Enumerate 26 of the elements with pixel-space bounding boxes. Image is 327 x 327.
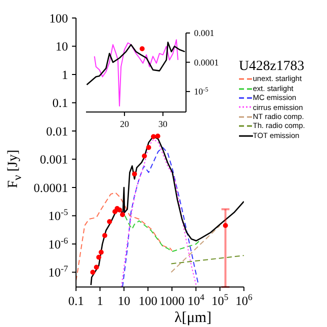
- x-tick-label: 10$^{5}$: [211, 292, 229, 308]
- y-tick-label: 10$^{-5}$: [48, 207, 69, 224]
- y-tick-label: 100: [49, 11, 68, 26]
- x-tick-label: 0.1: [68, 294, 84, 308]
- legend-title: U428z1783: [238, 59, 305, 74]
- y-tick-label: 0.0001: [34, 180, 68, 195]
- y-tick-label: 0.1: [52, 96, 68, 110]
- y-tick-label: 10$^{-7}$: [48, 264, 69, 280]
- y-tick-label: 0.01: [46, 124, 68, 138]
- y-tick-label: 0.0001: [194, 57, 219, 68]
- x-tick-label: 10$^{4}$: [187, 292, 205, 308]
- line-series: [94, 39, 178, 107]
- y-tick-label: 10$^{-6}$: [48, 235, 69, 252]
- y-tick-label: 10$^{-5}$: [194, 86, 208, 97]
- y-tick-label: 0.001: [40, 152, 68, 167]
- x-tick-label: 10: [118, 294, 130, 308]
- x-tick-label: 100: [138, 294, 158, 308]
- x-tick-label: 1: [96, 294, 104, 308]
- x-tick-label: 10$^{6}$: [235, 292, 253, 308]
- x-axis-title: λ[μm]: [174, 310, 212, 327]
- y-tick-label: 1: [62, 68, 68, 82]
- y-tick-label: 0.001: [194, 28, 214, 38]
- x-tick-label: 30: [158, 119, 168, 130]
- x-tick-label: 20: [120, 119, 130, 130]
- x-tick-label: 1000: [159, 294, 184, 308]
- y-tick-label: 10: [56, 40, 68, 54]
